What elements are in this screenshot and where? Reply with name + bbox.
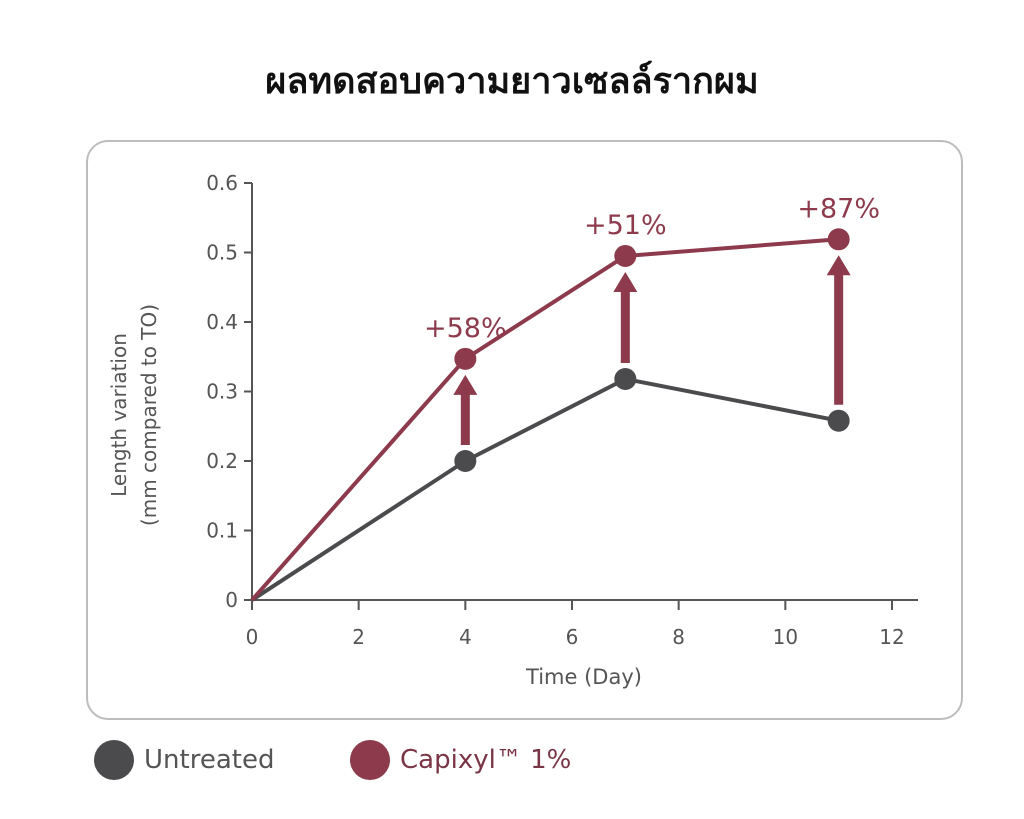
data-point-capixyl: [454, 347, 477, 370]
y-tick-label: 0.2: [206, 449, 238, 473]
annotation-label: +58%: [424, 313, 507, 344]
chart-frame: [86, 140, 963, 720]
arrow-head: [826, 255, 851, 276]
data-point-capixyl: [827, 228, 850, 251]
x-tick-label: 6: [566, 625, 579, 649]
series-line-untreated: [250, 376, 840, 602]
y-tick-label: 0.4: [206, 310, 238, 334]
y-axis-label-line1: Length variation: [107, 333, 131, 497]
page-title: ผลทดสอบความยาวเซลล์รากผม: [265, 61, 759, 102]
annotation-label: +87%: [797, 193, 880, 224]
series-line-capixyl: [250, 237, 839, 602]
x-tick-label: 8: [672, 625, 685, 649]
legend-capixyl: Capixyl™ 1%: [350, 740, 571, 780]
data-point-untreated: [614, 367, 637, 390]
y-tick-label: 0.3: [206, 380, 238, 404]
y-tick-label: 0: [225, 588, 238, 612]
annotation-label: +51%: [584, 210, 667, 241]
x-tick-label: 2: [352, 625, 365, 649]
arrow-head: [453, 374, 478, 395]
data-point-capixyl: [614, 244, 637, 267]
y-tick-label: 0.6: [206, 171, 238, 195]
x-tick-label: 12: [879, 625, 904, 649]
arrow-head: [613, 271, 638, 292]
legend-label: Capixyl™ 1%: [400, 745, 572, 775]
x-tick-label: 0: [246, 625, 259, 649]
y-axis-label-line2: (mm compared to TO): [137, 304, 161, 526]
capixyl-swatch-icon: [350, 740, 390, 780]
x-tick-label: 10: [773, 625, 798, 649]
data-point-untreated: [827, 409, 850, 432]
y-tick-label: 0.1: [206, 519, 238, 543]
data-point-untreated: [454, 450, 477, 472]
x-tick-label: 4: [459, 625, 472, 649]
x-axis-label: Time (Day): [525, 665, 642, 689]
legend-untreated: Untreated: [94, 740, 274, 780]
untreated-swatch-icon: [94, 740, 134, 780]
y-tick-label: 0.5: [206, 241, 238, 265]
legend-label: Untreated: [144, 745, 275, 775]
